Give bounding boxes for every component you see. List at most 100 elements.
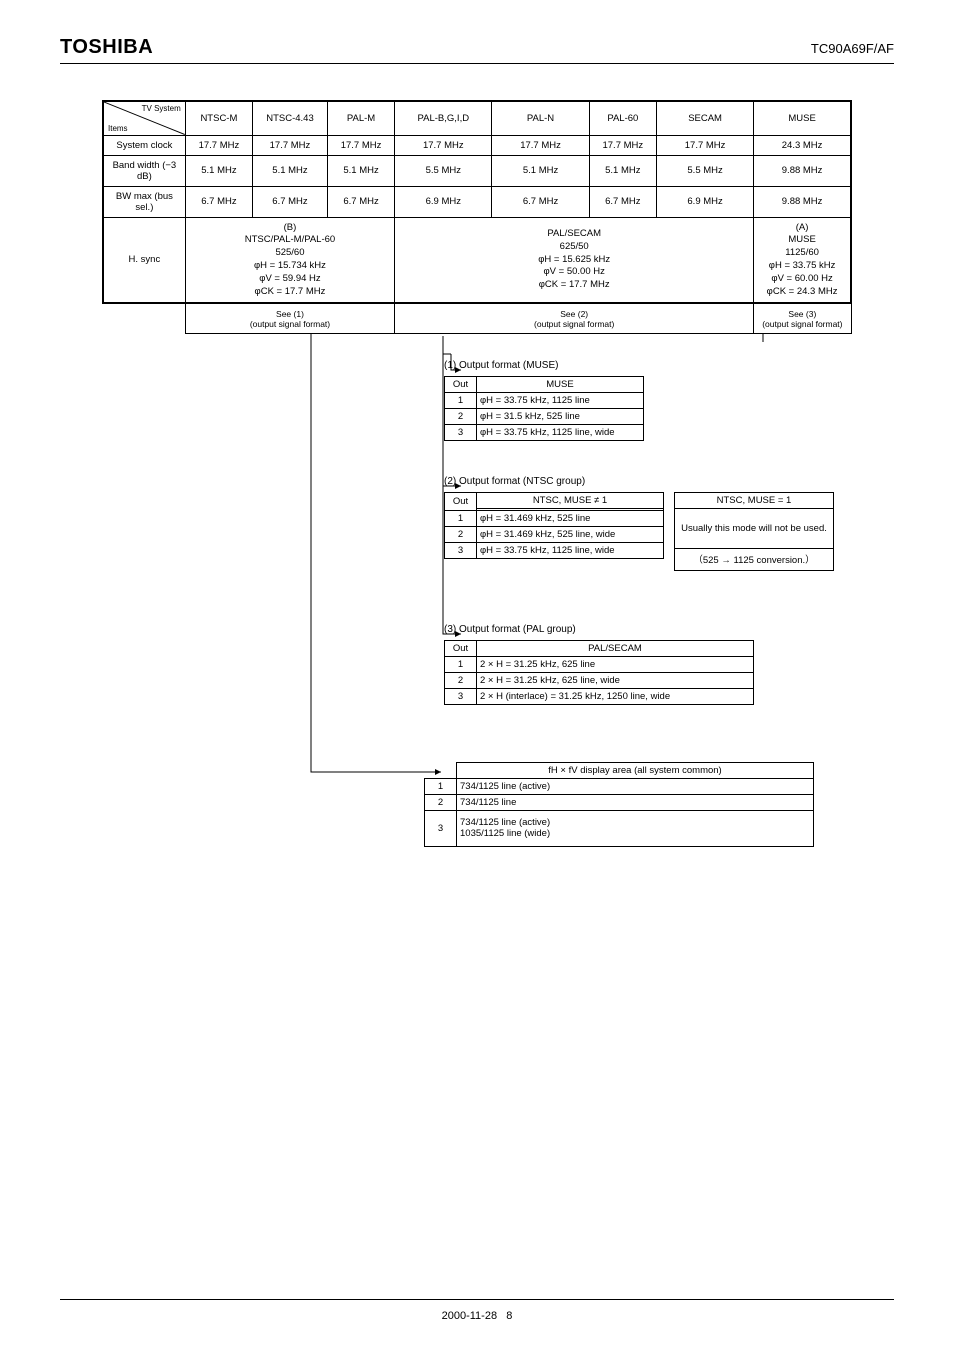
out3-table: OutPAL/SECAM 12 × H = 31.25 kHz, 625 lin… (444, 640, 754, 705)
diag-bot-label: Items (108, 124, 128, 133)
cell-b-left: (B) NTSC/PAL-M/PAL-60 525/60 φH = 15.734… (185, 217, 394, 303)
out3-idx: 3 (445, 688, 477, 704)
col-head: PAL-N (492, 101, 589, 135)
out1-val: φH = 33.75 kHz, 1125 line, wide (477, 424, 644, 440)
cell: 5.1 MHz (327, 155, 394, 186)
row-label: System clock (103, 135, 185, 155)
out-label: Out (445, 492, 477, 510)
cell: 5.5 MHz (656, 155, 753, 186)
page-date: 2000-11-28 (442, 1310, 497, 1322)
page-number: 8 (506, 1310, 512, 1322)
col-head: PAL-60 (589, 101, 656, 135)
used-area-idx: 3 (425, 810, 457, 846)
diag-top-label: TV System (142, 104, 181, 113)
out2-idx: 3 (445, 542, 477, 558)
see-note: (output signal format) (397, 319, 751, 329)
out1-table: OutMUSE 1φH = 33.75 kHz, 1125 line 2φH =… (444, 376, 644, 441)
out2-title: (2) Output format (NTSC group) (444, 476, 585, 487)
out3-idx: 1 (445, 656, 477, 672)
out3-idx: 2 (445, 672, 477, 688)
cell: 6.7 MHz (589, 186, 656, 217)
out2-val: φH = 31.469 kHz, 525 line (477, 510, 664, 526)
out1-idx: 3 (445, 424, 477, 440)
out2-idx: 1 (445, 510, 477, 526)
cell: 6.7 MHz (185, 186, 252, 217)
main-table-wrap: TV System Items NTSC-M NTSC-4.43 PAL-M P… (102, 100, 852, 334)
out2-left-table: OutNTSC, MUSE ≠ 1 1φH = 31.469 kHz, 525 … (444, 492, 664, 559)
out1-idx: 1 (445, 392, 477, 408)
used-area-val: 734/1125 line (active) (457, 778, 814, 794)
main-table: TV System Items NTSC-M NTSC-4.43 PAL-M P… (102, 100, 852, 334)
cell: 6.7 MHz (253, 186, 328, 217)
out1-title: (1) Output format (MUSE) (444, 360, 558, 371)
cell-b-right: PAL/SECAM 625/50 φH = 15.625 kHz φV = 50… (395, 217, 754, 303)
used-area-th: fH × fV display area (all system common) (457, 762, 814, 778)
see-3: See (3) (output signal format) (754, 303, 851, 333)
cell: 5.1 MHz (589, 155, 656, 186)
cell: 17.7 MHz (589, 135, 656, 155)
see-1: See (1) (output signal format) (185, 303, 394, 333)
flow-area: (1) Output format (MUSE) OutMUSE 1φH = 3… (102, 334, 894, 854)
out1-val: φH = 31.5 kHz, 525 line (477, 408, 644, 424)
cell: 24.3 MHz (754, 135, 851, 155)
row-hsync: H. sync (B) NTSC/PAL-M/PAL-60 525/60 φH … (103, 217, 851, 303)
used-area-val: 734/1125 line (457, 794, 814, 810)
cell: 9.88 MHz (754, 186, 851, 217)
row-bw: Band width (−3 dB) 5.1 MHz 5.1 MHz 5.1 M… (103, 155, 851, 186)
row-label: Band width (−3 dB) (103, 155, 185, 186)
row-sysck: System clock 17.7 MHz 17.7 MHz 17.7 MHz … (103, 135, 851, 155)
cell-a-sub: MUSE 1125/60 φH = 33.75 kHz φV = 60.00 H… (756, 234, 848, 298)
cell: 17.7 MHz (253, 135, 328, 155)
out-label: Out (445, 376, 477, 392)
out2-right-bottom: （525 → 1125 conversion.） (675, 548, 834, 570)
out1-val: φH = 33.75 kHz, 1125 line (477, 392, 644, 408)
used-area-idx: 2 (425, 794, 457, 810)
page-header: TOSHIBA TC90A69F/AF (60, 36, 894, 64)
cell-b-top: (B) (188, 222, 392, 235)
out2-right-table: NTSC, MUSE = 1 Usually this mode will no… (674, 492, 834, 571)
part-number: TC90A69F/AF (811, 41, 894, 56)
cell: 17.7 MHz (327, 135, 394, 155)
cell-a-top: (A) (756, 222, 848, 235)
col-head: SECAM (656, 101, 753, 135)
row-label: BW max (bus sel.) (103, 186, 185, 217)
out3-system: PAL/SECAM (477, 640, 754, 656)
cell: 5.1 MHz (253, 155, 328, 186)
cell: 6.7 MHz (492, 186, 589, 217)
col-head: MUSE (754, 101, 851, 135)
cell: 5.5 MHz (395, 155, 492, 186)
cell: 9.88 MHz (754, 155, 851, 186)
cell: 6.7 MHz (327, 186, 394, 217)
out-label: Out (445, 640, 477, 656)
see-2: See (2) (output signal format) (395, 303, 754, 333)
used-area-table: fH × fV display area (all system common)… (424, 762, 814, 847)
cell: 17.7 MHz (656, 135, 753, 155)
cell: 17.7 MHz (492, 135, 589, 155)
see-label: See (2) (397, 309, 751, 319)
out3-val: 2 × H = 31.25 kHz, 625 line (477, 656, 754, 672)
out2-val: φH = 31.469 kHz, 525 line, wide (477, 526, 664, 542)
row-label: H. sync (103, 217, 185, 303)
row-bottom: See (1) (output signal format) See (2) (… (103, 303, 851, 333)
out2-right-top: Usually this mode will not be used. (675, 508, 834, 548)
cell: 17.7 MHz (185, 135, 252, 155)
cell-b-right-sub: PAL/SECAM 625/50 φH = 15.625 kHz φV = 50… (397, 228, 751, 292)
see-label: See (3) (756, 309, 848, 319)
col-head: NTSC-M (185, 101, 252, 135)
page-footer: 2000-11-28 8 (0, 1310, 954, 1322)
cell: 6.9 MHz (395, 186, 492, 217)
see-note: (output signal format) (188, 319, 392, 329)
cell-a: (A) MUSE 1125/60 φH = 33.75 kHz φV = 60.… (754, 217, 851, 303)
brand-text: TOSHIBA (60, 36, 153, 59)
row-bwmax: BW max (bus sel.) 6.7 MHz 6.7 MHz 6.7 MH… (103, 186, 851, 217)
out3-val: 2 × H (interlace) = 31.25 kHz, 1250 line… (477, 688, 754, 704)
col-head: PAL-M (327, 101, 394, 135)
cell: 17.7 MHz (395, 135, 492, 155)
out3-title: (3) Output format (PAL group) (444, 624, 576, 635)
col-head: PAL-B,G,I,D (395, 101, 492, 135)
cell: 5.1 MHz (185, 155, 252, 186)
cell-b-sub: NTSC/PAL-M/PAL-60 525/60 φH = 15.734 kHz… (188, 234, 392, 298)
col-head: NTSC-4.43 (253, 101, 328, 135)
out1-idx: 2 (445, 408, 477, 424)
cell: 5.1 MHz (492, 155, 589, 186)
